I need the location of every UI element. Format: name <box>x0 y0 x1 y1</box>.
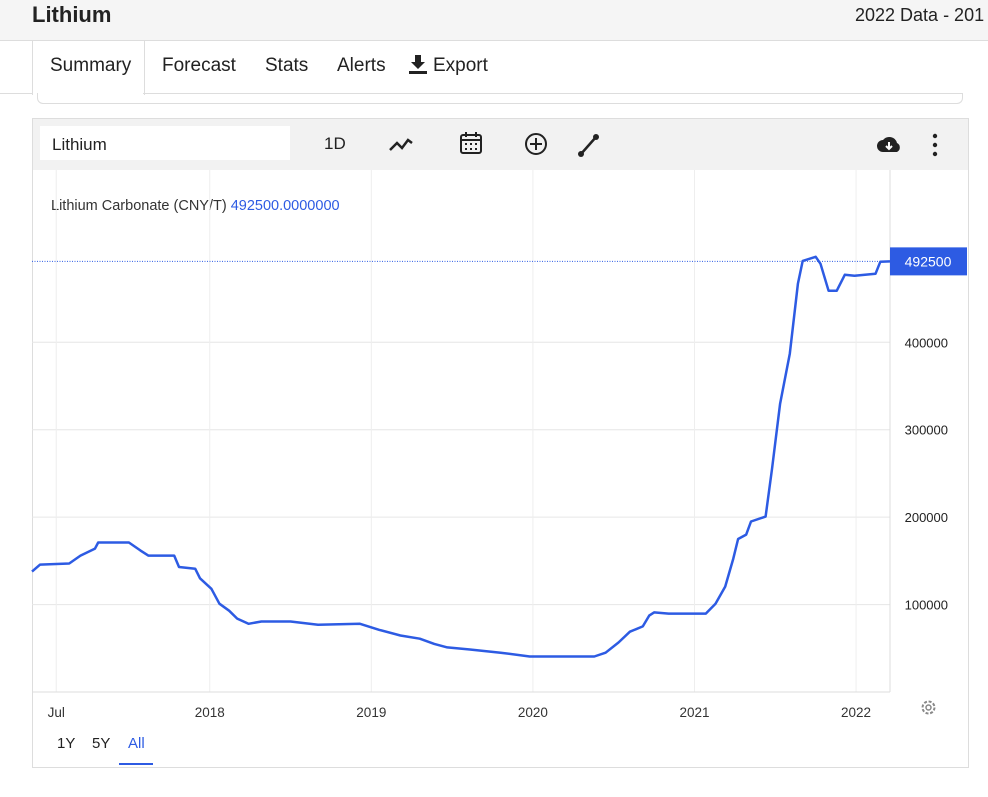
tab[interactable]: Alerts <box>337 55 386 76</box>
x-tick-label: 2022 <box>841 705 871 720</box>
range-underline <box>119 763 153 765</box>
page-subtitle: 2022 Data - 201 <box>855 5 985 25</box>
x-tick-label: 2018 <box>195 705 225 720</box>
price-line <box>31 255 891 658</box>
draw-button[interactable] <box>577 132 601 158</box>
range-button[interactable]: All <box>128 735 145 752</box>
x-tick-label: 2021 <box>679 705 709 720</box>
tab-border <box>0 93 32 94</box>
chart-panel <box>32 118 969 768</box>
line-type-button[interactable] <box>388 134 416 154</box>
last-value-box <box>890 247 967 276</box>
x-tick-label: Jul <box>48 705 65 720</box>
export-icon <box>409 55 427 74</box>
compare-button[interactable] <box>524 132 548 156</box>
series-name: Lithium Carbonate (CNY/T) <box>51 198 227 214</box>
calendar-button[interactable] <box>459 131 483 155</box>
y-tick-label: 400000 <box>905 335 948 350</box>
search-input[interactable]: Lithium <box>40 126 290 160</box>
y-tick-label: 300000 <box>905 423 948 438</box>
settings-button[interactable] <box>919 698 938 717</box>
range-button[interactable]: 1Y <box>57 735 76 752</box>
x-tick-label: 2019 <box>356 705 386 720</box>
y-tick-label: 100000 <box>905 598 948 613</box>
sub-panel <box>37 93 963 104</box>
menu-button[interactable] <box>930 132 940 158</box>
last-value-label: 492500 <box>905 253 952 269</box>
tab[interactable]: Stats <box>265 55 309 76</box>
y-tick-label: 200000 <box>905 510 948 525</box>
header-bar <box>0 0 988 41</box>
active-tab-box <box>32 40 145 95</box>
interval-button[interactable]: 1D <box>324 134 346 153</box>
x-tick-label: 2020 <box>518 705 548 720</box>
tab[interactable]: Summary <box>50 55 132 76</box>
legend-value: 492500.0000000 <box>231 198 340 214</box>
tab[interactable]: Export <box>433 55 488 76</box>
download-button[interactable] <box>876 134 902 154</box>
tab[interactable]: Forecast <box>162 55 236 76</box>
legend: Lithium Carbonate (CNY/T) 492500.0000000 <box>51 198 340 214</box>
range-button[interactable]: 5Y <box>92 735 111 752</box>
page-title: Lithium <box>32 2 112 27</box>
tab-border <box>143 93 963 94</box>
